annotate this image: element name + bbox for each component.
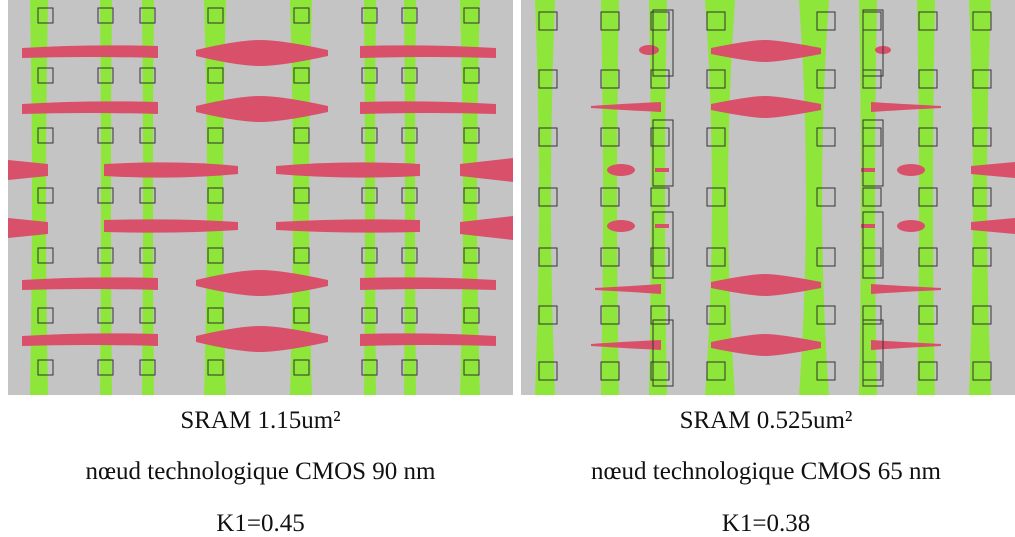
poly-lines [591, 40, 1015, 356]
caption-right-k1: K1=0.38 [721, 510, 811, 537]
sram-90nm-layout [8, 0, 513, 395]
sram-65nm-layout [535, 0, 1015, 395]
sram-65nm-simulation-image [521, 0, 1015, 395]
caption-right-node: nœud technologique CMOS 65 nm [591, 458, 941, 485]
sram-90nm-simulation-image [8, 0, 513, 395]
caption-left-title: SRAM 1.15um² [180, 407, 341, 434]
poly-lines [8, 40, 513, 352]
caption-left-node: nœud technologique CMOS 90 nm [85, 458, 436, 485]
contact-squares [37, 7, 480, 376]
active-stripes [30, 0, 480, 395]
active-stripes [535, 0, 991, 395]
caption-left-k1: K1=0.45 [216, 510, 305, 537]
caption-right-title: SRAM 0.525um² [679, 407, 853, 434]
contact-rects [538, 9, 992, 387]
